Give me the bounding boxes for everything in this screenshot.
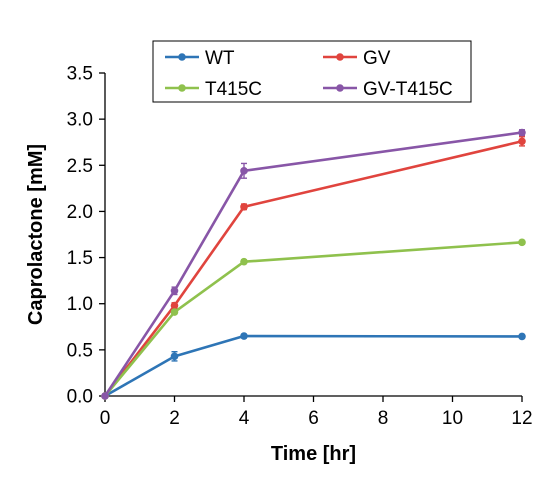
data-point [101,392,109,400]
data-point [170,301,179,310]
x-axis-title: Time [hr] [271,443,356,465]
x-tick-label: 12 [511,408,532,429]
data-point [518,137,526,146]
x-tick-label: 10 [442,408,463,429]
y-tick-label: 0.5 [67,340,93,361]
data-point [240,332,248,340]
data-point [240,257,248,266]
y-tick-label: 2.0 [67,202,93,223]
data-point [240,167,248,175]
legend-marker [178,53,186,61]
legend-label: T415C [205,79,262,100]
y-tick-label: 3.0 [67,110,93,131]
data-point [518,128,526,137]
y-tick-label: 3.5 [67,64,93,85]
y-tick-label: 2.5 [67,156,93,177]
data-point [170,308,179,316]
legend-label: GV [363,48,391,69]
y-tick-label: 1.0 [67,294,93,315]
data-point [170,286,179,295]
legend-entry-t415c: T415C [165,79,262,100]
legend-entry-gv: GV [323,48,391,69]
series-gv-t415c [101,128,526,400]
series-lines [101,128,526,400]
x-tick-label: 2 [169,408,180,429]
series-line-t415c [103,241,523,397]
tick-marks [99,72,523,402]
legend-label: GV-T415C [363,79,453,100]
data-point [518,238,526,247]
series-wt [101,332,526,400]
y-axis-title: Caprolactone [mM] [25,144,47,325]
legend-label: WT [205,48,235,69]
x-tick-label: 8 [378,408,389,429]
legend-marker [336,84,344,92]
y-tick-label: 0.0 [67,387,93,408]
series-line-gv [103,140,523,397]
legend-entries: WT GV T415C GV-T415C [165,48,453,100]
series-line-gv-t415c [103,131,523,397]
series-line-wt [104,334,523,398]
data-point [170,352,179,361]
legend-marker [336,53,344,61]
x-tick-label: 4 [239,408,250,429]
legend-marker [178,84,186,92]
tick-labels: 0 2 4 6 8 10 12 0.0 0.5 1.0 1.5 2.0 2.5 3.0 3.5 [67,64,533,430]
x-tick-label: 0 [100,408,111,429]
legend-entry-wt: WT [165,48,235,69]
axes [104,73,522,397]
legend-entry-gv-t415c: GV-T415C [323,79,453,100]
data-point [518,332,526,341]
legend-box [152,40,472,103]
data-point [240,203,248,211]
x-tick-label: 6 [308,408,319,429]
y-tick-label: 1.5 [67,248,93,269]
legend: WT GV T415C GV-T415C [152,40,472,103]
